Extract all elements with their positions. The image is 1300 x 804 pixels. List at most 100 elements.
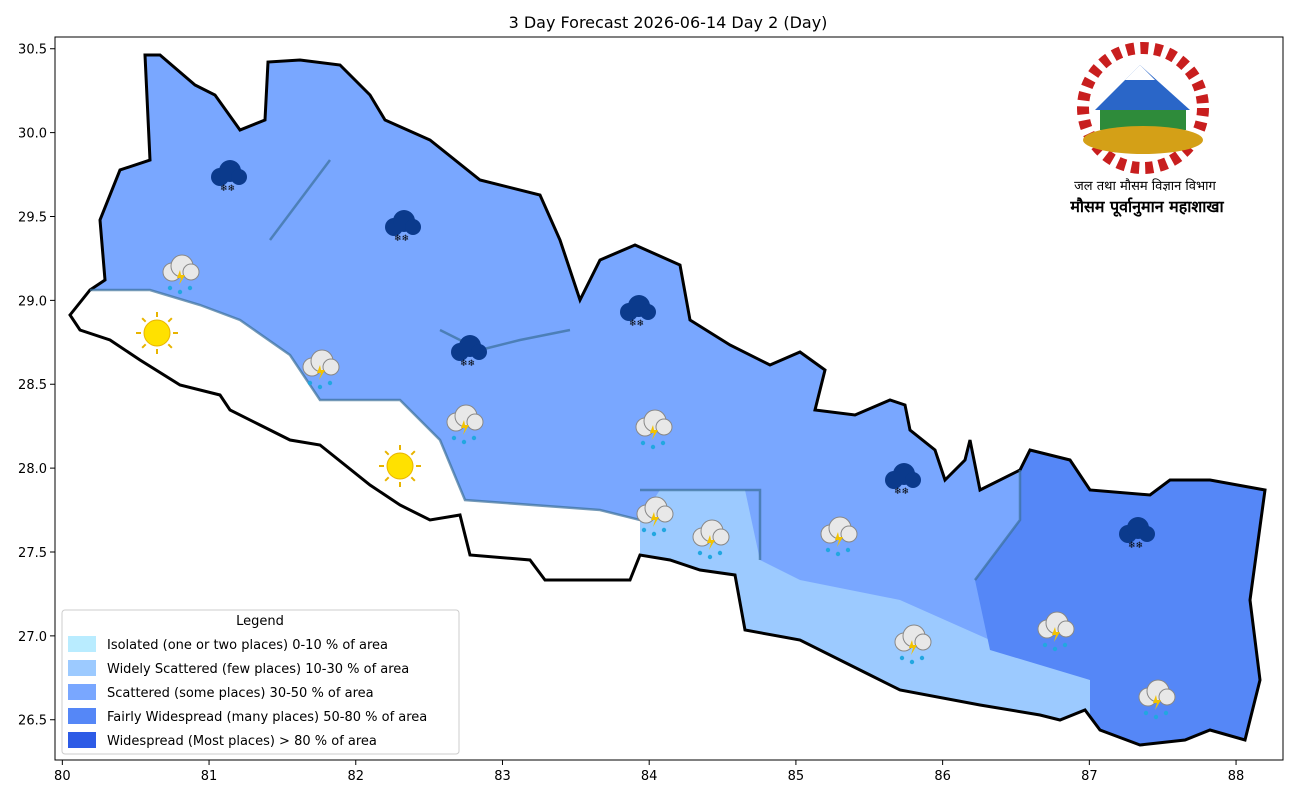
- logo-line1: जल तथा मौसम विज्ञान विभाग: [1074, 178, 1216, 194]
- raindrop: [640, 440, 646, 446]
- cloud-puff: [466, 413, 484, 431]
- sun-ray: [384, 476, 390, 482]
- chart-title: 3 Day Forecast 2026-06-14 Day 2 (Day): [509, 13, 828, 32]
- legend-swatch: [68, 636, 96, 652]
- cloud-puff: [231, 169, 247, 185]
- thunder-cloud-icon: [636, 496, 674, 537]
- sun-disc: [386, 452, 414, 480]
- raindrop: [651, 531, 657, 537]
- y-tick-label: 30.0: [18, 127, 47, 142]
- cloud-puff: [471, 344, 487, 360]
- legend-swatch: [68, 684, 96, 700]
- lightning: [651, 512, 659, 527]
- y-tick-label: 27.5: [18, 546, 47, 561]
- logo: जल तथा मौसम विज्ञान विभाग मौसम पूर्वानुम…: [1069, 42, 1225, 217]
- thunder-cloud-icon: [302, 349, 340, 390]
- legend-box: [61, 609, 460, 755]
- raindrop: [899, 655, 905, 661]
- legend-label: Fairly Widespread (many places) 50-80 % …: [107, 710, 427, 725]
- x-tick-label: 83: [494, 769, 511, 784]
- raindrop: [327, 380, 333, 386]
- legend-label: Scattered (some places) 30-50 % of area: [107, 686, 374, 701]
- cloud-puff: [1057, 620, 1075, 638]
- raindrop: [641, 527, 647, 533]
- thunder-cloud-icon: [894, 624, 932, 665]
- thunder-cloud-icon: [446, 404, 484, 445]
- sun-disc: [143, 319, 171, 347]
- y-tick-label: 26.5: [18, 714, 47, 729]
- thunder-cloud-icon: [162, 254, 200, 295]
- weather-icons: ❄❄ ❄❄ ❄❄ ❄❄ ❄❄ ❄❄: [136, 160, 1176, 720]
- x-tick-label: 82: [347, 769, 364, 784]
- lightning: [650, 425, 658, 440]
- x-tick-label: 86: [934, 769, 951, 784]
- y-tick-label: 30.5: [18, 43, 47, 58]
- legend-swatch: [68, 660, 96, 676]
- raindrop: [661, 527, 667, 533]
- lightning: [707, 535, 715, 550]
- snow-cloud-icon: ❄❄: [211, 160, 247, 194]
- sun-icon: [136, 312, 178, 354]
- legend-label: Widespread (Most places) > 80 % of area: [107, 734, 377, 749]
- snow-flakes: ❄❄: [894, 487, 909, 497]
- snow-flakes: ❄❄: [1128, 541, 1143, 551]
- thunder-cloud-icon: [692, 519, 730, 560]
- raindrop: [307, 380, 313, 386]
- cloud-puff: [840, 525, 858, 543]
- snow-flakes: ❄❄: [629, 319, 644, 329]
- raindrop: [845, 547, 851, 553]
- raindrop: [835, 551, 841, 557]
- raindrop: [1062, 642, 1068, 648]
- raindrop: [187, 285, 193, 291]
- plot-frame: [54, 36, 1284, 761]
- x-tick-label: 87: [1081, 769, 1098, 784]
- y-tick-label: 28.5: [18, 378, 47, 393]
- raindrop: [1042, 642, 1048, 648]
- raindrop: [717, 550, 723, 556]
- raindrop: [167, 285, 173, 291]
- y-tick-label: 29.0: [18, 294, 47, 309]
- thunder-cloud-icon: [820, 516, 858, 557]
- legend-swatch: [68, 732, 96, 748]
- x-tick-label: 84: [641, 769, 658, 784]
- lightning: [177, 270, 185, 285]
- cloud-puff: [905, 472, 921, 488]
- raindrop: [1052, 646, 1058, 652]
- cloud-puff: [1139, 526, 1155, 542]
- x-tick-label: 88: [1228, 769, 1245, 784]
- snow-cloud-icon: ❄❄: [620, 295, 656, 329]
- raindrop: [1163, 710, 1169, 716]
- snow-flakes: ❄❄: [460, 359, 475, 369]
- raindrop: [707, 554, 713, 560]
- raindrop: [825, 547, 831, 553]
- raindrop: [317, 384, 323, 390]
- raindrop: [461, 439, 467, 445]
- lightning: [317, 365, 325, 380]
- y-tick-label: 27.0: [18, 630, 47, 645]
- raindrop: [1153, 714, 1159, 720]
- logo-line2: मौसम पूर्वानुमान महाशाखा: [1069, 197, 1224, 217]
- sun-ray: [410, 476, 416, 482]
- cloud-puff: [182, 263, 200, 281]
- cloud-puff: [712, 528, 730, 546]
- sun-ray: [167, 317, 173, 323]
- x-tick-label: 81: [201, 769, 218, 784]
- sun-ray: [410, 450, 416, 456]
- axes: 80 81 82 83 84 85 86 87 88 26.5 27.0 27.5 28.0 28.5 29…: [18, 43, 1244, 784]
- cloud-puff: [656, 505, 674, 523]
- snow-flakes: ❄❄: [394, 234, 409, 244]
- thunder-cloud-icon: [1138, 679, 1176, 720]
- lightning: [909, 640, 917, 655]
- snow-flakes: ❄❄: [220, 184, 235, 194]
- thunder-cloud-icon: [635, 409, 673, 450]
- raindrop: [660, 440, 666, 446]
- legend-title: Legend: [236, 614, 284, 629]
- cloud-puff: [640, 304, 656, 320]
- raindrop: [909, 659, 915, 665]
- snow-cloud-icon: ❄❄: [451, 335, 487, 369]
- province-borders: [90, 159, 1022, 581]
- lightning: [461, 420, 469, 435]
- raindrop: [177, 289, 183, 295]
- raindrop: [919, 655, 925, 661]
- cloud-puff: [405, 219, 421, 235]
